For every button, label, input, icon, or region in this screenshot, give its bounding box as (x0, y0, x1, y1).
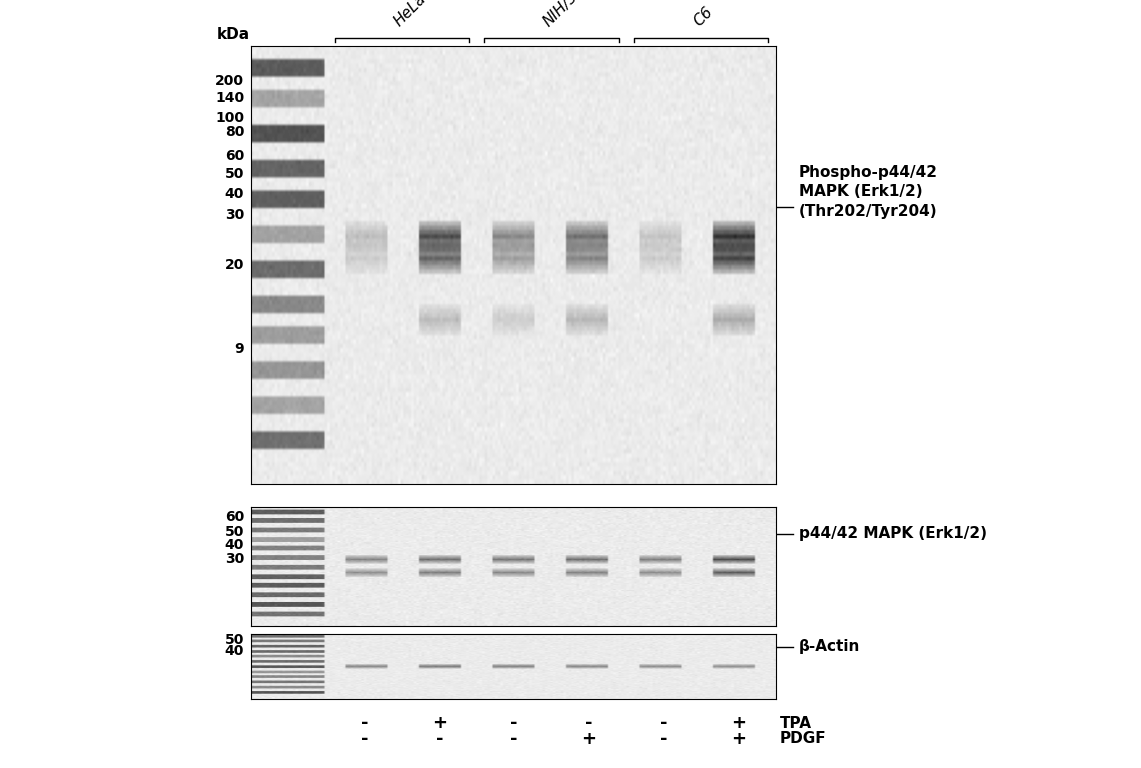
Text: C6: C6 (690, 4, 715, 29)
Text: 100: 100 (216, 111, 244, 124)
Text: 40: 40 (225, 538, 244, 552)
Text: -: - (510, 714, 518, 733)
Text: 40: 40 (225, 644, 244, 658)
Text: 9: 9 (235, 343, 244, 356)
Text: PDGF: PDGF (779, 731, 826, 746)
Text: 50: 50 (225, 525, 244, 539)
Text: 140: 140 (215, 91, 244, 105)
Text: Phospho-p44/42
MAPK (Erk1/2)
(Thr202/Tyr204): Phospho-p44/42 MAPK (Erk1/2) (Thr202/Tyr… (799, 164, 938, 220)
Text: β-Actin: β-Actin (799, 639, 860, 654)
Text: -: - (659, 714, 667, 733)
Text: 30: 30 (225, 208, 244, 222)
Text: 40: 40 (225, 187, 244, 200)
Text: -: - (361, 730, 369, 748)
Text: TPA: TPA (779, 716, 811, 731)
Text: +: + (731, 714, 746, 733)
Text: p44/42 MAPK (Erk1/2): p44/42 MAPK (Erk1/2) (799, 526, 987, 541)
Text: +: + (431, 714, 447, 733)
Text: +: + (731, 730, 746, 748)
Text: 60: 60 (225, 510, 244, 524)
Text: 60: 60 (225, 149, 244, 163)
Text: 30: 30 (225, 552, 244, 566)
Text: -: - (436, 730, 443, 748)
Text: kDa: kDa (217, 27, 250, 42)
Text: 20: 20 (225, 258, 244, 272)
Text: HeLa: HeLa (391, 0, 429, 29)
Text: -: - (585, 714, 592, 733)
Text: 200: 200 (216, 74, 244, 88)
Text: NIH/3T3: NIH/3T3 (541, 0, 594, 29)
Text: +: + (582, 730, 597, 748)
Text: -: - (361, 714, 369, 733)
Text: 50: 50 (225, 633, 244, 647)
Text: -: - (510, 730, 518, 748)
Text: 80: 80 (225, 125, 244, 139)
Text: -: - (659, 730, 667, 748)
Text: 50: 50 (225, 167, 244, 180)
